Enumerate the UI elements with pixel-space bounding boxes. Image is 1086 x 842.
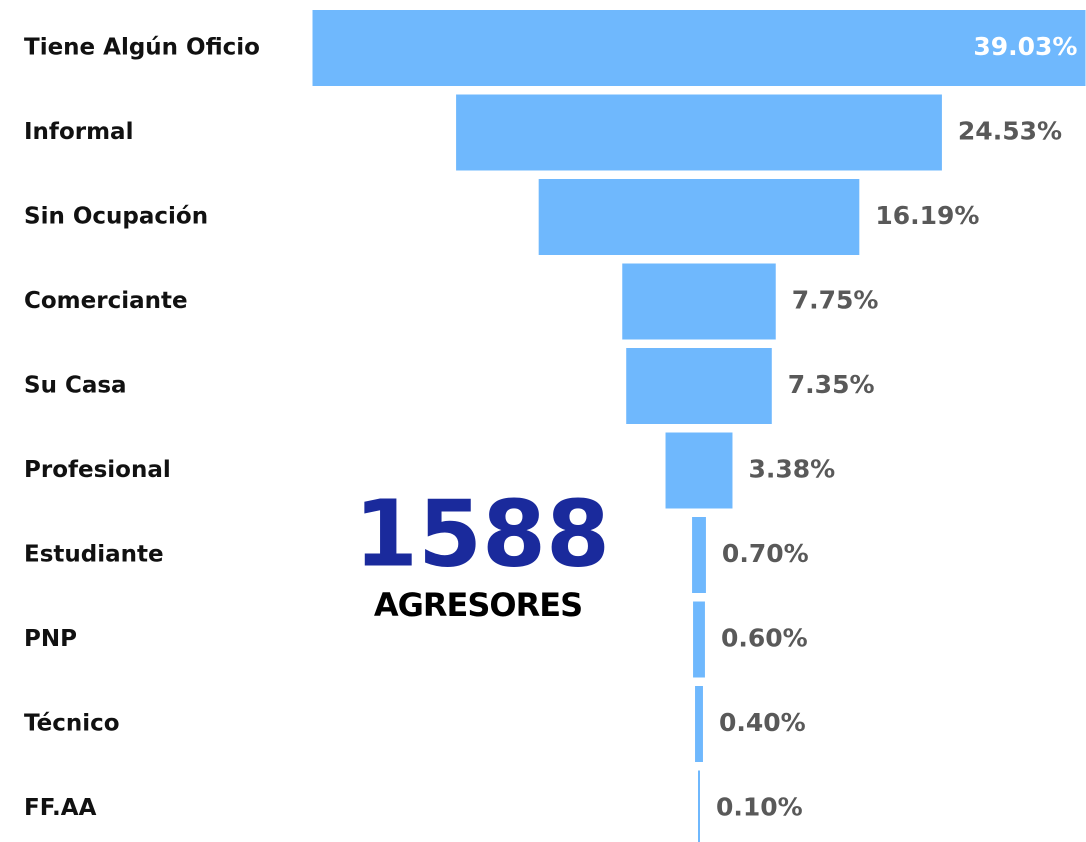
value-label: 7.35%	[788, 370, 875, 399]
funnel-bar	[622, 263, 776, 340]
value-label: 0.40%	[719, 708, 806, 737]
category-label: Su Casa	[24, 373, 127, 399]
funnel-bar	[692, 517, 706, 593]
total-annotation: 1588	[354, 480, 610, 587]
funnel-bar	[665, 432, 733, 509]
funnel-bar	[538, 179, 860, 255]
funnel-bar	[312, 10, 1086, 86]
category-label: Profesional	[24, 457, 171, 483]
funnel-bar	[698, 770, 700, 842]
value-label: 39.03%	[973, 32, 1077, 61]
category-label: Estudiante	[24, 542, 164, 568]
value-label: 0.60%	[721, 624, 808, 653]
value-label: 0.70%	[722, 539, 809, 568]
category-label: Informal	[24, 119, 133, 145]
value-label: 3.38%	[748, 455, 835, 484]
value-label: 16.19%	[875, 201, 979, 230]
category-label: Sin Ocupación	[24, 204, 208, 230]
category-label: Técnico	[24, 711, 120, 737]
category-label: FF.AA	[24, 795, 97, 821]
funnel-bar	[626, 348, 772, 424]
category-label: Tiene Algún Oficio	[24, 35, 260, 61]
funnel-bar	[456, 94, 942, 171]
funnel-bar	[695, 686, 703, 762]
category-label: Comerciante	[24, 288, 188, 314]
category-label: PNP	[24, 626, 77, 652]
value-label: 0.10%	[716, 793, 803, 822]
value-label: 24.53%	[958, 117, 1062, 146]
total-caption: AGRESORES	[374, 586, 582, 624]
value-label: 7.75%	[792, 286, 879, 315]
funnel-bar	[693, 601, 705, 678]
